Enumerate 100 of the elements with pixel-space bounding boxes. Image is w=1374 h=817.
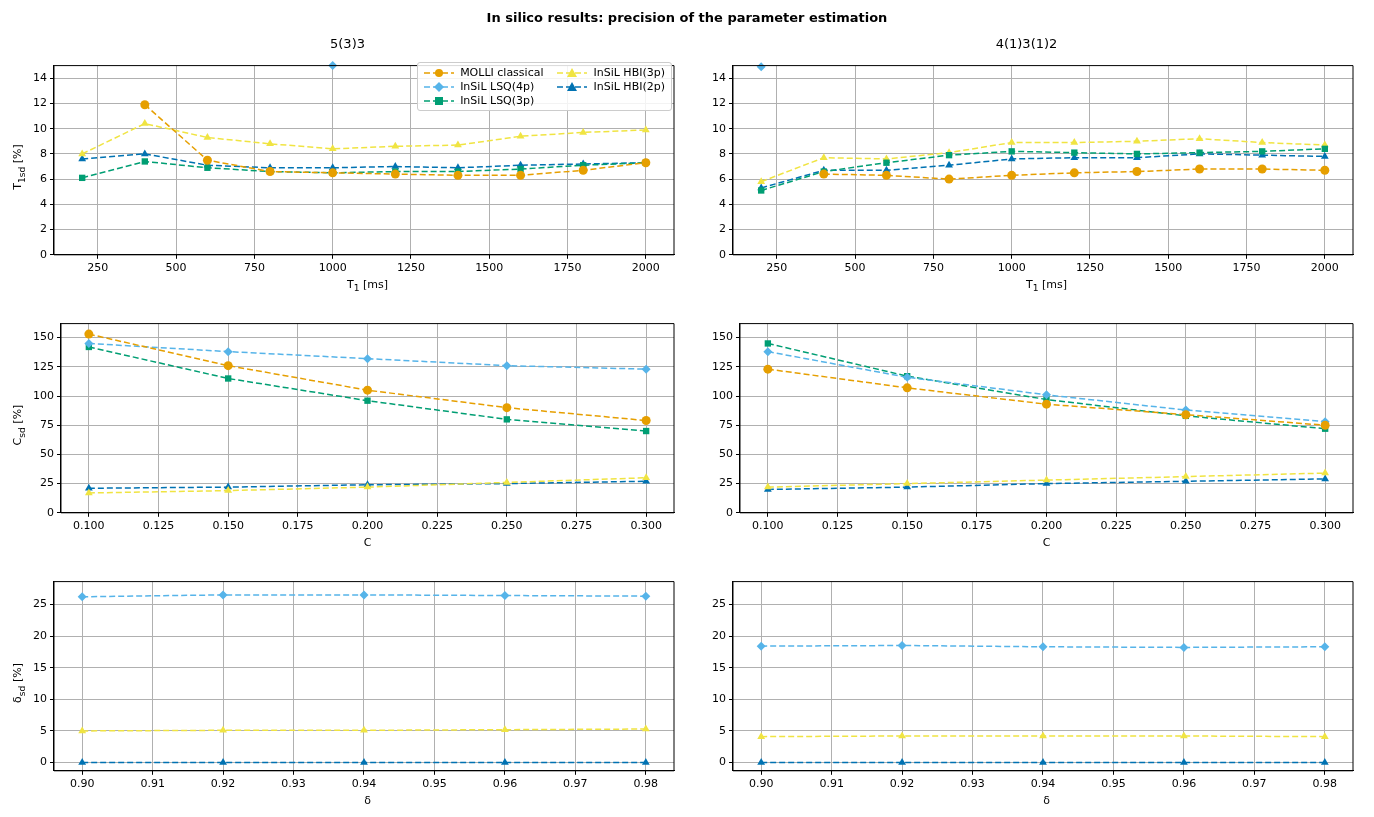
y-tick-label: 125 <box>712 359 733 373</box>
x-axis-title: C <box>362 536 373 551</box>
y-tick-label: 100 <box>712 388 733 402</box>
x-tick-label: 1500 <box>1154 261 1183 275</box>
legend-label: InSiL LSQ(4p) <box>460 80 535 93</box>
x-tick-label: 0.97 <box>1242 777 1267 791</box>
y-tick-label: 0 <box>719 755 726 769</box>
x-tick-label: 0.93 <box>281 777 306 791</box>
x-axis-title: T$_{1}$ [ms] <box>345 278 390 294</box>
x-tick-label: 0.125 <box>821 519 854 533</box>
y-tick-label: 2 <box>40 222 47 236</box>
x-tick-label: 750 <box>243 261 265 275</box>
y-tick-label: 75 <box>719 418 733 432</box>
y-tick-label: 8 <box>719 146 726 160</box>
x-tick-label: 0.92 <box>889 777 915 791</box>
x-tick-label: 0.200 <box>351 519 384 533</box>
x-tick-label: 0.96 <box>1171 777 1197 791</box>
x-tick-label: 2000 <box>631 261 660 275</box>
legend-label: MOLLI classical <box>460 66 544 79</box>
y-tick-label: 150 <box>33 330 54 344</box>
x-tick-label: 0.150 <box>212 519 244 533</box>
y-tick-label: 10 <box>712 121 726 135</box>
x-tick-label: 750 <box>922 261 944 275</box>
y-tick-label: 125 <box>33 359 54 373</box>
x-tick-label: 1750 <box>553 261 582 275</box>
y-tick-label: 6 <box>719 171 726 185</box>
x-tick-label: 0.98 <box>1312 777 1338 791</box>
chart-subtitle: 4(1)3(1)2 <box>994 36 1059 53</box>
legend-label: InSiL HBI(3p) <box>593 66 665 79</box>
y-tick-label: 2 <box>719 222 726 236</box>
x-tick-label: 0.97 <box>563 777 588 791</box>
x-tick-label: 0.90 <box>748 777 774 791</box>
x-tick-label: 0.100 <box>752 519 784 533</box>
x-tick-label: 0.250 <box>491 519 523 533</box>
x-tick-label: 0.275 <box>560 519 593 533</box>
y-tick-label: 25 <box>719 476 733 490</box>
x-axis-title: T$_{1}$ [ms] <box>1024 278 1069 294</box>
y-tick-label: 0 <box>726 505 733 519</box>
y-tick-label: 4 <box>40 197 47 211</box>
x-tick-label: 0.125 <box>142 519 175 533</box>
legend-label: InSiL LSQ(3p) <box>460 94 535 107</box>
x-tick-label: 1250 <box>1075 261 1104 275</box>
y-tick-label: 25 <box>33 597 47 611</box>
y-tick-label: 50 <box>40 447 54 461</box>
x-tick-label: 0.95 <box>1101 777 1126 791</box>
y-tick-label: 10 <box>33 121 47 135</box>
y-tick-label: 5 <box>40 723 47 737</box>
x-tick-label: 1750 <box>1232 261 1261 275</box>
y-tick-label: 8 <box>40 146 47 160</box>
y-tick-label: 25 <box>712 597 726 611</box>
x-tick-label: 0.92 <box>210 777 236 791</box>
y-tick-label: 20 <box>33 628 47 642</box>
y-tick-label: 50 <box>719 447 733 461</box>
y-tick-label: 6 <box>40 171 47 185</box>
y-tick-label: 15 <box>33 660 47 674</box>
x-tick-label: 0.225 <box>421 519 453 533</box>
x-tick-label: 0.91 <box>819 777 844 791</box>
x-tick-label: 0.100 <box>73 519 105 533</box>
x-tick-label: 250 <box>766 261 788 275</box>
x-tick-label: 0.175 <box>961 519 993 533</box>
x-tick-label: 0.94 <box>351 777 377 791</box>
x-tick-label: 0.225 <box>1100 519 1132 533</box>
y-tick-label: 4 <box>719 197 726 211</box>
x-tick-label: 0.94 <box>1030 777 1056 791</box>
x-tick-label: 1500 <box>475 261 504 275</box>
y-tick-label: 20 <box>712 628 726 642</box>
y-tick-label: 0 <box>40 755 47 769</box>
y-tick-label: 25 <box>40 476 54 490</box>
y-tick-label: 150 <box>712 330 733 344</box>
y-tick-label: 0 <box>719 247 726 261</box>
x-axis-title: C <box>1041 536 1052 551</box>
y-tick-label: 12 <box>33 96 47 110</box>
x-tick-label: 0.300 <box>630 519 662 533</box>
y-tick-label: 15 <box>712 660 726 674</box>
x-tick-label: 1000 <box>318 261 347 275</box>
x-tick-label: 0.90 <box>69 777 95 791</box>
y-tick-label: 10 <box>712 692 726 706</box>
chart-subtitle: 5(3)3 <box>329 36 366 53</box>
x-tick-label: 0.98 <box>633 777 659 791</box>
y-tick-label: 12 <box>712 96 726 110</box>
x-tick-label: 0.95 <box>422 777 447 791</box>
y-tick-label: 0 <box>40 247 47 261</box>
x-tick-label: 250 <box>87 261 109 275</box>
chart-title: In silico results: precision of the parameter estimation <box>485 9 889 27</box>
y-tick-label: 10 <box>33 692 47 706</box>
x-tick-label: 500 <box>165 261 187 275</box>
y-tick-label: 75 <box>40 418 54 432</box>
x-tick-label: 0.200 <box>1030 519 1063 533</box>
x-tick-label: 1000 <box>997 261 1026 275</box>
y-tick-label: 0 <box>47 505 54 519</box>
x-tick-label: 0.275 <box>1239 519 1272 533</box>
x-tick-label: 0.150 <box>891 519 923 533</box>
y-tick-label: 5 <box>719 723 726 737</box>
x-axis-title: δ <box>363 794 372 809</box>
x-axis-title: δ <box>1042 794 1051 809</box>
x-tick-label: 0.91 <box>140 777 165 791</box>
x-tick-label: 0.93 <box>960 777 985 791</box>
legend-label: InSiL HBI(2p) <box>593 80 665 93</box>
y-tick-label: 100 <box>33 388 54 402</box>
x-tick-label: 0.250 <box>1170 519 1202 533</box>
